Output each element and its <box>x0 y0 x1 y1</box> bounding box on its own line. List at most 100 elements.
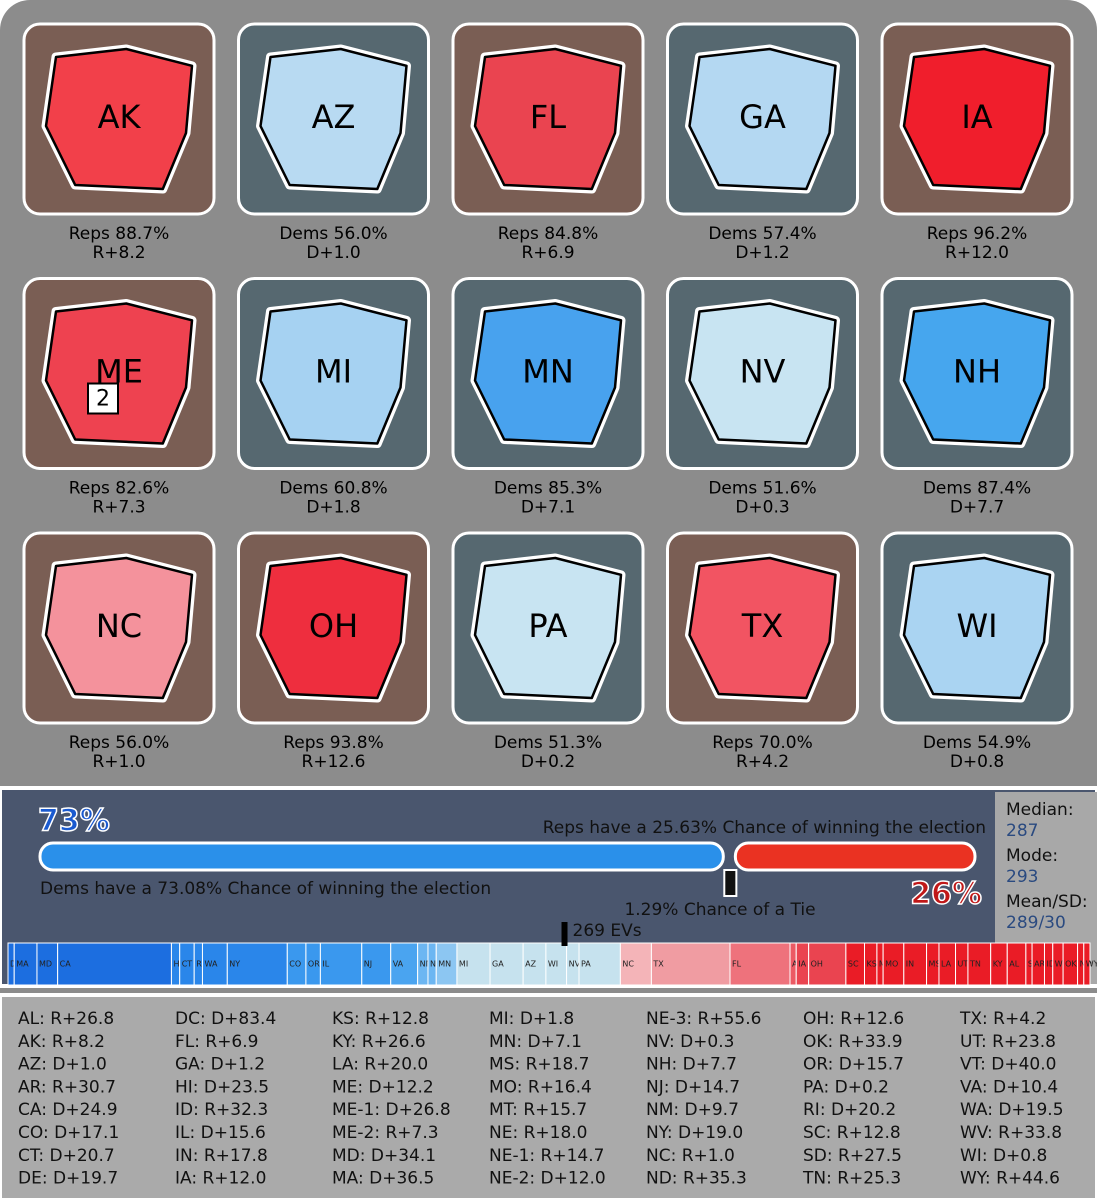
margin-entry: CA: D+24.9 <box>18 1100 118 1120</box>
ev-segment-label: RI <box>196 960 204 969</box>
dems-text: Dems have a 73.08% Chance of winning the… <box>40 879 491 899</box>
margin-entry: WV: R+33.8 <box>960 1123 1062 1143</box>
margin-entry: NJ: D+14.7 <box>646 1077 740 1097</box>
ev-segment-label: MN <box>438 960 451 969</box>
margin-entry: WI: D+0.8 <box>960 1146 1047 1166</box>
state-abbr: AK <box>98 98 142 136</box>
margin-entry: DE: D+19.7 <box>18 1169 118 1189</box>
state-shape <box>259 556 408 700</box>
margin-entry: TX: R+4.2 <box>959 1009 1046 1029</box>
ev-segment-label: IN <box>906 960 914 969</box>
state-abbr: OH <box>309 607 358 645</box>
margin-entry: VA: D+10.4 <box>960 1077 1058 1097</box>
margin-entry: AR: R+30.7 <box>18 1077 116 1097</box>
state-chance: Reps 84.8% <box>498 224 599 244</box>
ev-segment-label: WI <box>548 960 558 969</box>
ev-segment-label: AR <box>1034 960 1045 969</box>
ev-segment-label: MI <box>459 960 468 969</box>
district-badge <box>87 382 119 415</box>
ev-segment-label: GA <box>492 960 504 969</box>
ev-segment <box>619 942 652 986</box>
state-margin: R+8.2 <box>92 243 145 263</box>
state-abbr: NH <box>953 353 1001 391</box>
state-margin: R+12.0 <box>945 243 1009 263</box>
stat-value: 293 <box>1006 867 1038 887</box>
state-chance: Reps 96.2% <box>927 224 1028 244</box>
margin-entry: NE: R+18.0 <box>489 1123 588 1143</box>
stat-label: Mean/SD: <box>1006 892 1088 912</box>
ev-segment-label: NJ <box>364 960 372 969</box>
margin-entry: FL: R+6.9 <box>175 1032 258 1052</box>
margin-entry: SD: R+27.5 <box>803 1146 902 1166</box>
state-margin: D+1.2 <box>735 243 789 263</box>
state-margin: R+6.9 <box>521 243 574 263</box>
margin-entry: ME-1: D+26.8 <box>332 1100 451 1120</box>
ev-segment-label: WY <box>1086 960 1097 969</box>
ev-segment <box>578 942 621 986</box>
state-chance: Dems 54.9% <box>923 733 1031 753</box>
ev-segment-label: LA <box>941 960 952 969</box>
state-shape <box>473 47 623 191</box>
state-shape <box>688 556 837 700</box>
ev-segment-label: WA <box>204 960 217 969</box>
state-chance: Reps 88.7% <box>69 224 170 244</box>
state-chance: Dems 56.0% <box>279 224 387 244</box>
margin-entry: IL: D+15.6 <box>175 1123 266 1143</box>
state-abbr: WI <box>956 607 997 645</box>
state-margin: R+4.2 <box>736 752 789 772</box>
margin-entry: OR: D+15.7 <box>803 1055 904 1075</box>
margin-entry: OH: R+12.6 <box>803 1009 904 1029</box>
margin-entry: IA: R+12.0 <box>175 1169 266 1189</box>
tie-marker <box>723 869 738 897</box>
ev-segment-label: MD <box>39 960 52 969</box>
margin-entry: CT: D+20.7 <box>18 1146 115 1166</box>
state-margin: R+1.0 <box>92 752 145 772</box>
ev-segment-label: PA <box>581 960 591 969</box>
dems-bar <box>38 841 725 872</box>
margin-entry: UT: R+23.8 <box>960 1032 1056 1052</box>
margin-entry: MD: D+34.1 <box>332 1146 436 1166</box>
ev-segment <box>489 942 524 986</box>
ev-segment-label: OH <box>811 960 823 969</box>
stat-label: Median: <box>1006 800 1074 820</box>
state-chance: Dems 57.4% <box>708 224 816 244</box>
margin-entry: ME-2: R+7.3 <box>332 1123 439 1143</box>
state-chance: Reps 93.8% <box>283 733 384 753</box>
ev-threshold <box>561 922 568 946</box>
ev-segment-label: FL <box>732 960 742 969</box>
margin-entry: GA: D+1.2 <box>175 1055 265 1075</box>
ev-threshold-label: 269 EVs <box>573 921 642 941</box>
state-shape <box>44 302 194 445</box>
ev-segment-label: NV <box>569 960 581 969</box>
state-margin: D+1.8 <box>306 498 360 518</box>
ev-segment-label: CO <box>289 960 301 969</box>
margin-entry: MT: R+15.7 <box>489 1100 587 1120</box>
margin-entry: AZ: D+1.0 <box>18 1055 107 1075</box>
margin-entry: IN: R+17.8 <box>175 1146 268 1166</box>
margin-entry: TN: R+25.3 <box>802 1169 901 1189</box>
reps-bar <box>733 841 977 872</box>
margin-entry: AL: R+26.8 <box>18 1009 114 1029</box>
margin-entry: NE-3: R+55.6 <box>646 1009 761 1029</box>
state-shape <box>44 47 194 191</box>
ev-segment-label: TX <box>652 960 664 969</box>
margin-entry: RI: D+20.2 <box>803 1100 896 1120</box>
state-abbr: GA <box>739 98 786 136</box>
margin-entry: NC: R+1.0 <box>646 1146 735 1166</box>
state-margin: R+12.6 <box>302 752 366 772</box>
ev-segment <box>57 942 172 986</box>
margin-entry: KS: R+12.8 <box>332 1009 429 1029</box>
state-shape <box>44 556 194 700</box>
margin-entry: NM: D+9.7 <box>646 1100 739 1120</box>
state-chance: Dems 87.4% <box>923 479 1031 499</box>
ev-segment <box>361 942 392 986</box>
state-chance: Reps 70.0% <box>712 733 813 753</box>
state-chance: Dems 51.6% <box>708 479 816 499</box>
reps-text: Reps have a 25.63% Chance of winning the… <box>543 818 986 838</box>
state-chance: Reps 82.6% <box>69 479 170 499</box>
ev-segment-label: TN <box>969 960 981 969</box>
state-margin: R+7.3 <box>92 498 145 518</box>
ev-segment-label: WV <box>1055 960 1069 969</box>
state-abbr: TX <box>741 607 783 645</box>
